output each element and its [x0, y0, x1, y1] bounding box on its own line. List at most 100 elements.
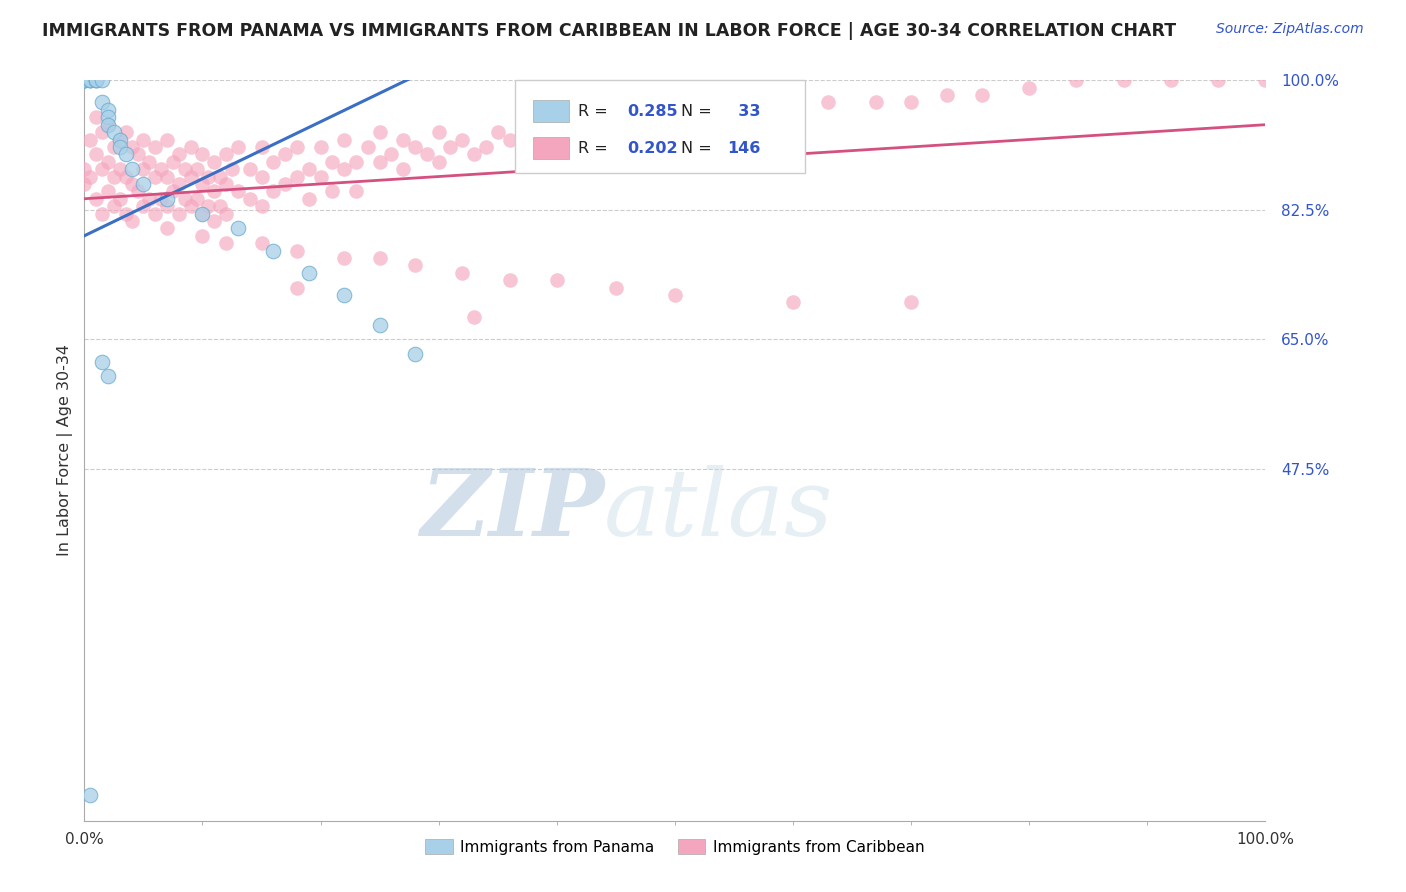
- Point: [616, 118, 638, 132]
- Point: [173, 162, 195, 177]
- Point: [522, 125, 544, 139]
- Point: [344, 154, 367, 169]
- Point: [404, 347, 426, 361]
- Point: [108, 140, 131, 154]
- Point: [215, 147, 238, 161]
- Point: [108, 192, 131, 206]
- Point: [156, 199, 179, 213]
- Point: [197, 199, 219, 213]
- Point: [132, 199, 155, 213]
- Point: [79, 73, 101, 87]
- Bar: [533, 100, 568, 122]
- Point: [97, 369, 120, 384]
- Point: [202, 214, 225, 228]
- Point: [534, 140, 557, 154]
- Text: 0.285: 0.285: [627, 103, 678, 119]
- Point: [782, 295, 804, 310]
- Point: [333, 162, 356, 177]
- Point: [97, 111, 120, 125]
- Point: [262, 154, 284, 169]
- Point: [73, 177, 96, 191]
- Point: [143, 140, 166, 154]
- Point: [664, 111, 686, 125]
- Point: [191, 228, 214, 243]
- Point: [215, 206, 238, 220]
- Point: [79, 132, 101, 146]
- Point: [250, 140, 273, 154]
- Point: [226, 221, 249, 235]
- Point: [498, 132, 520, 146]
- Point: [191, 206, 214, 220]
- Point: [439, 140, 461, 154]
- Point: [79, 169, 101, 184]
- Point: [368, 125, 391, 139]
- Point: [333, 251, 356, 265]
- Point: [298, 266, 321, 280]
- Point: [108, 132, 131, 146]
- Point: [782, 103, 804, 117]
- Point: [84, 111, 107, 125]
- Point: [202, 184, 225, 198]
- Point: [209, 169, 232, 184]
- Point: [209, 199, 232, 213]
- Point: [1112, 73, 1135, 87]
- Point: [865, 95, 887, 110]
- Point: [180, 140, 202, 154]
- Point: [156, 132, 179, 146]
- Point: [97, 103, 120, 117]
- Point: [103, 199, 125, 213]
- Point: [1018, 80, 1040, 95]
- Point: [191, 177, 214, 191]
- Point: [121, 177, 143, 191]
- Point: [186, 192, 208, 206]
- Point: [173, 192, 195, 206]
- Point: [404, 140, 426, 154]
- Point: [143, 206, 166, 220]
- Point: [215, 177, 238, 191]
- Legend: Immigrants from Panama, Immigrants from Caribbean: Immigrants from Panama, Immigrants from …: [419, 833, 931, 861]
- Point: [475, 140, 498, 154]
- Point: [226, 184, 249, 198]
- Text: R =: R =: [578, 141, 613, 156]
- Point: [285, 280, 308, 294]
- Point: [392, 132, 415, 146]
- Point: [817, 95, 839, 110]
- FancyBboxPatch shape: [516, 80, 804, 173]
- Point: [114, 147, 136, 161]
- Point: [285, 140, 308, 154]
- Point: [167, 206, 190, 220]
- Point: [546, 273, 568, 287]
- Point: [970, 88, 993, 103]
- Point: [321, 184, 343, 198]
- Text: 146: 146: [727, 141, 761, 156]
- Point: [180, 199, 202, 213]
- Point: [640, 118, 662, 132]
- Point: [156, 192, 179, 206]
- Point: [416, 147, 439, 161]
- Point: [191, 206, 214, 220]
- Point: [900, 95, 922, 110]
- Point: [73, 73, 96, 87]
- Point: [250, 199, 273, 213]
- Point: [114, 206, 136, 220]
- Point: [215, 236, 238, 251]
- Point: [156, 169, 179, 184]
- Point: [186, 162, 208, 177]
- Point: [114, 125, 136, 139]
- Point: [463, 310, 485, 325]
- Point: [427, 154, 450, 169]
- Point: [935, 88, 957, 103]
- Point: [546, 125, 568, 139]
- Text: ZIP: ZIP: [420, 465, 605, 555]
- Point: [593, 118, 616, 132]
- Point: [91, 95, 114, 110]
- Point: [91, 125, 114, 139]
- Point: [132, 177, 155, 191]
- Text: IMMIGRANTS FROM PANAMA VS IMMIGRANTS FROM CARIBBEAN IN LABOR FORCE | AGE 30-34 C: IMMIGRANTS FROM PANAMA VS IMMIGRANTS FRO…: [42, 22, 1177, 40]
- Point: [451, 132, 474, 146]
- Point: [73, 73, 96, 87]
- Point: [138, 192, 160, 206]
- Point: [250, 169, 273, 184]
- Point: [309, 169, 332, 184]
- Point: [321, 154, 343, 169]
